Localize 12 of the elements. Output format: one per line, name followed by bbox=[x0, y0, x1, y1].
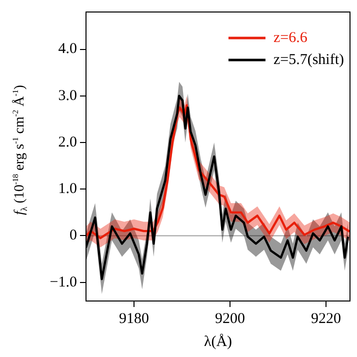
y-tick-label: 2.0 bbox=[58, 134, 77, 150]
y-tick-label: −1.0 bbox=[50, 274, 77, 290]
legend-label: z=6.6 bbox=[273, 30, 308, 46]
legend-label: z=5.7(shift) bbox=[273, 52, 344, 68]
y-tick-label: 3.0 bbox=[58, 88, 77, 104]
x-axis-title: λ(Å) bbox=[204, 332, 232, 350]
x-tick-label: 9180 bbox=[119, 310, 149, 327]
y-tick-label: 1.0 bbox=[58, 181, 77, 198]
x-tick-label: 9220 bbox=[311, 310, 341, 327]
y-tick-label: 4.0 bbox=[58, 41, 77, 58]
y-tick-label: 0 bbox=[70, 228, 77, 244]
x-tick-label: 9200 bbox=[215, 310, 245, 327]
